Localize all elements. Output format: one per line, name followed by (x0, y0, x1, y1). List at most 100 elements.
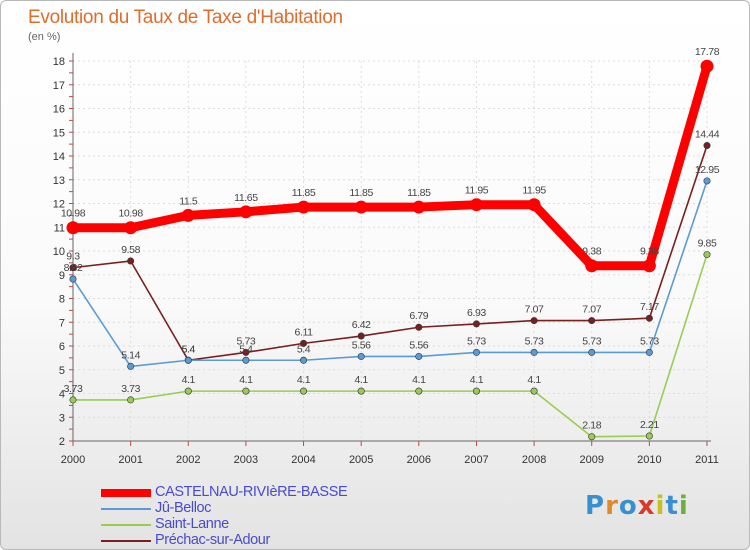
data-point (127, 257, 135, 265)
legend-label: Saint-Lanne (155, 516, 229, 532)
series-line-1 (72, 180, 708, 368)
data-point (300, 339, 308, 347)
data-point (69, 264, 77, 272)
data-point (415, 387, 423, 395)
proxiti-logo: Proxiti (585, 491, 689, 521)
x-tick-label: 2001 (118, 454, 142, 466)
data-point (588, 317, 596, 325)
chart-title: Evolution du Taux de Taxe d'Habitation (28, 7, 343, 28)
data-point (127, 396, 135, 404)
data-point (66, 221, 80, 235)
data-label: 3.73 (121, 383, 140, 395)
data-label: 5.73 (582, 335, 601, 347)
data-label: 12.95 (695, 164, 720, 176)
data-point (181, 208, 195, 222)
y-tick-label: 18 (53, 56, 65, 68)
data-label: 4.1 (239, 374, 253, 386)
logo-letter: o (618, 491, 638, 521)
series-line-2 (72, 253, 708, 438)
data-point (469, 198, 483, 212)
y-tick-label: 8 (59, 294, 65, 306)
data-point (415, 352, 423, 360)
data-label: 9.38 (582, 246, 601, 258)
data-label: 7.07 (525, 304, 544, 316)
data-label: 2.18 (582, 420, 601, 432)
data-point (472, 320, 480, 328)
data-point (530, 348, 538, 356)
data-point (527, 198, 541, 212)
logo-letter: P (585, 491, 606, 521)
data-point (642, 259, 656, 273)
data-label: 4.1 (412, 374, 426, 386)
data-label: 10.98 (118, 208, 143, 220)
data-point (357, 352, 365, 360)
data-label: 4.1 (354, 374, 368, 386)
data-label: 5.4 (239, 343, 253, 355)
data-point (127, 362, 135, 370)
y-tick-label: 3 (59, 412, 65, 424)
y-tick-label: 9 (59, 270, 65, 282)
x-tick-label: 2007 (464, 454, 488, 466)
y-tick-label: 6 (59, 341, 65, 353)
data-point (588, 348, 596, 356)
data-label: 5.73 (236, 335, 255, 347)
y-tick-label: 2 (59, 436, 65, 448)
data-point (297, 200, 311, 214)
y-tick-label: 12 (53, 199, 65, 211)
x-tick-label: 2011 (695, 454, 719, 466)
x-tick-label: 2006 (407, 454, 431, 466)
data-label: 4.1 (182, 374, 196, 386)
data-label: 5.56 (352, 339, 371, 351)
data-label: 5.4 (182, 343, 196, 355)
y-tick-label: 15 (53, 127, 65, 139)
y-tick-label: 17 (53, 80, 65, 92)
data-label: 11.85 (292, 187, 316, 199)
data-label: 7.17 (640, 301, 659, 313)
data-point (703, 142, 711, 150)
x-tick-label: 2010 (637, 454, 661, 466)
data-point (300, 356, 308, 364)
data-label: 6.93 (467, 307, 486, 319)
x-tick-label: 2008 (522, 454, 546, 466)
data-point (700, 59, 714, 73)
data-label: 2.21 (640, 419, 659, 431)
data-label: 11.5 (179, 195, 198, 207)
data-point (242, 356, 250, 364)
data-point (530, 387, 538, 395)
data-point (703, 251, 711, 259)
y-tick-label: 14 (53, 151, 65, 163)
data-point (239, 205, 253, 219)
data-point (124, 221, 138, 235)
series-line-0 (68, 61, 712, 271)
legend-label: CASTELNAU-RIVIèRE-BASSE (155, 484, 348, 500)
legend-swatch (101, 540, 151, 542)
data-label: 6.79 (409, 310, 428, 322)
data-label: 11.95 (465, 185, 489, 197)
data-point (645, 348, 653, 356)
data-point (645, 432, 653, 440)
data-label: 5.73 (467, 335, 486, 347)
data-label: 9.38 (640, 246, 659, 258)
chart-subtitle: (en %) (28, 31, 61, 43)
data-label: 3.73 (64, 383, 83, 395)
data-point (69, 275, 77, 283)
data-point (184, 356, 192, 364)
y-tick-label: 10 (53, 246, 65, 258)
data-point (530, 317, 538, 325)
data-label: 4.1 (527, 374, 541, 386)
data-point (585, 259, 599, 273)
data-label: 11.65 (234, 192, 258, 204)
logo-letter: i (678, 491, 689, 521)
logo-letter: i (655, 491, 666, 521)
logo-letter: t (665, 491, 679, 521)
data-point (300, 387, 308, 395)
data-label: 6.42 (352, 319, 371, 331)
data-point (412, 200, 426, 214)
y-tick-label: 13 (53, 175, 65, 187)
data-label: 9.85 (698, 238, 717, 250)
data-label: 5.73 (640, 335, 659, 347)
data-point (588, 433, 596, 441)
data-label: 4.1 (470, 374, 484, 386)
